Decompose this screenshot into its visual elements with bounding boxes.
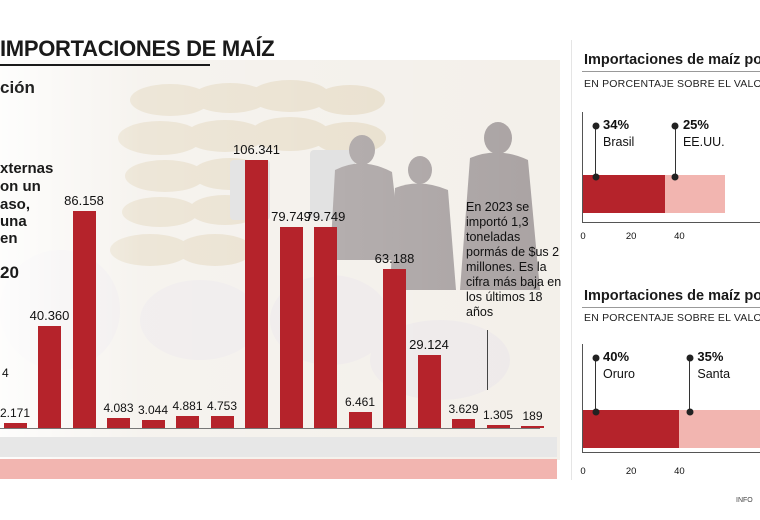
bar-2024-p (521, 426, 544, 428)
leader-dot (671, 122, 679, 130)
bar-value-label: 1.305 (482, 407, 514, 422)
bar-value-label: 29.124 (409, 336, 449, 352)
bar-value-label: 106.341 (233, 142, 280, 157)
panel-title: Importaciones de maíz por (584, 52, 760, 68)
segment-name-label: Santa (697, 367, 731, 381)
footer-credit: INFO (736, 497, 753, 504)
leader-line (689, 358, 691, 412)
bar-2021 (417, 354, 441, 428)
bar-value-label: 86.158 (64, 192, 104, 208)
bar-2015 (210, 416, 234, 428)
panel-subtitle: EN PORCENTAJE SOBRE EL VALOR (584, 78, 760, 90)
bar-2020 (383, 268, 406, 428)
bar-value-label: 6.461 (344, 394, 376, 409)
panel-subtitle: EN PORCENTAJE SOBRE EL VALOR (584, 312, 760, 324)
side-text-line: 20 (0, 263, 19, 282)
side-text-line: en (0, 230, 18, 247)
x-tick-label: 40 (674, 231, 685, 242)
bar-value-label: 4.083 (103, 400, 134, 415)
leader-dot (592, 122, 599, 130)
bar-2010 (38, 326, 61, 428)
left-subtitle: ción (0, 78, 35, 97)
bar-2011 (72, 210, 96, 428)
leader-dot (686, 408, 694, 416)
x-tick-label: 40 (674, 466, 685, 477)
bar-2023-p (486, 424, 510, 428)
percent-band (0, 459, 557, 479)
partial-bar-label: 4 (2, 366, 9, 380)
year-band (0, 437, 557, 457)
segment-eeuu (664, 175, 726, 213)
main-title: IMPORTACIONES DE MAÍZ (0, 36, 275, 61)
bar-value-label: 79.749 (271, 209, 311, 225)
bar-2022-p (452, 418, 475, 428)
x-tick-label: 0 (580, 466, 586, 477)
leader-line (595, 358, 596, 412)
bar-value-label: 79.749 (305, 209, 346, 225)
bar-2014 (176, 415, 199, 428)
side-text-line: xternas (0, 160, 54, 177)
segment-value-label: 25% (682, 117, 709, 132)
panel-frame (582, 112, 760, 223)
bar-value-label: 3.629 (448, 401, 479, 416)
segment-brasil (583, 175, 665, 213)
x-tick-label: 20 (625, 466, 637, 477)
bar-value-label: 4.881 (172, 398, 203, 413)
leader-dot (671, 173, 679, 181)
segment-value-label: 34% (603, 117, 630, 132)
bar-value-label: 3.044 (137, 403, 169, 418)
segment-value-label: 35% (697, 349, 724, 364)
segment-value-label: 40% (603, 349, 630, 364)
panel-divider (571, 40, 572, 480)
bar-value-label: 4.753 (206, 399, 238, 414)
panel-frame (582, 344, 760, 453)
bar-2013 (141, 420, 165, 428)
bar-2017 (279, 227, 303, 428)
title-rule (0, 64, 210, 66)
side-text-line: una (0, 213, 27, 230)
bar-value-label: 189 (522, 409, 543, 423)
leader-dot (686, 354, 694, 362)
leader-dot (592, 173, 599, 181)
leader-line (595, 126, 596, 177)
annotation-note: En 2023 se importó 1,3 toneladas pormás … (466, 200, 562, 319)
leader-dot (592, 408, 599, 416)
panel-title: Importaciones de maíz por (584, 288, 760, 304)
annotation-leader (487, 330, 488, 390)
bar-2012 (107, 417, 130, 428)
leader-dot (592, 354, 599, 362)
bar-2016 (245, 160, 268, 428)
bar-2018 (314, 227, 337, 428)
bar-2009 (3, 422, 27, 428)
side-text-line: on un (0, 178, 41, 195)
bar-value-label: 40.360 (29, 308, 70, 324)
leader-line (674, 126, 676, 177)
x-tick-label: 20 (625, 231, 637, 242)
segment-name-label: EE.UU. (682, 135, 725, 149)
bar-value-label: 2.171 (0, 405, 31, 420)
segment-santa (679, 410, 760, 448)
x-tick-label: 0 (580, 231, 586, 242)
side-text-line: aso, (0, 196, 31, 213)
segment-oruro (583, 410, 680, 448)
bar-2019 (348, 411, 372, 428)
bar-value-label: 63.188 (374, 250, 415, 266)
panel-rule (582, 307, 760, 308)
chart-baseline (0, 428, 540, 429)
panel-rule (582, 71, 760, 72)
segment-name-label: Brasil (603, 135, 635, 149)
segment-name-label: Oruro (603, 367, 635, 381)
